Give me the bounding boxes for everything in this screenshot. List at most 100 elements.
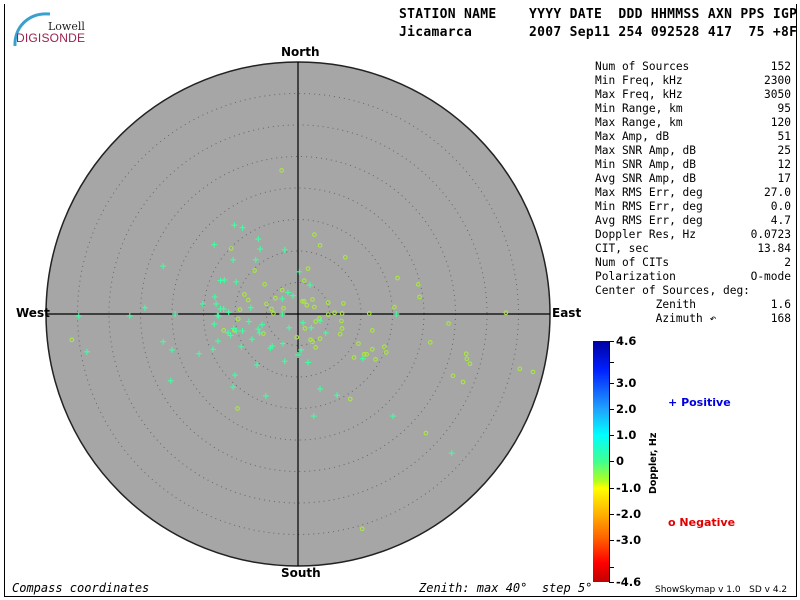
negative-source-point (304, 302, 310, 308)
positive-source-point (214, 312, 221, 319)
stat-label: Num of CITs (595, 256, 670, 269)
positive-source-point (211, 321, 218, 328)
positive-source-point (306, 282, 313, 289)
positive-source-point (295, 351, 301, 358)
colorbar-tick (609, 409, 614, 410)
negative-source-point (235, 406, 240, 411)
version-label: ShowSkymap v 1.0 SD v 4.2 (655, 585, 788, 595)
stat-label: Center of Sources, deg: (595, 284, 750, 297)
stat-row: Min SNR Amp, dB 12 (595, 158, 791, 172)
positive-source-point (286, 324, 293, 331)
stat-label: Max RMS Err, deg (595, 186, 703, 199)
stat-label: Min SNR Amp, dB (595, 158, 697, 171)
positive-source-point (289, 292, 296, 299)
positive-source-point (169, 346, 175, 353)
negative-source-point (313, 345, 318, 350)
south-label: South (281, 566, 321, 580)
stat-label: Min Freq, kHz (595, 74, 683, 87)
colorbar-tick-label: 3.0 (616, 376, 637, 390)
positive-source-point (254, 362, 261, 369)
positive-source-point (221, 276, 228, 283)
stat-label: Avg RMS Err, deg (595, 214, 703, 227)
negative-source-point (272, 295, 278, 301)
stat-label: CIT, sec (595, 242, 649, 255)
positive-source-point (393, 311, 400, 317)
stat-label: Min RMS Err, deg (595, 200, 703, 213)
negative-source-point (228, 246, 234, 251)
doppler-colorbar (593, 341, 609, 582)
stat-label: Num of Sources (595, 60, 690, 73)
negative-source-point (332, 310, 337, 316)
positive-source-point (247, 304, 254, 311)
positive-source-point (213, 300, 220, 307)
positive-source-point (238, 343, 245, 350)
negative-source-point (302, 326, 308, 331)
positive-source-point (214, 338, 221, 345)
stats-panel: Num of Sources 152 Min Freq, kHz 2300 Max Fr… (595, 60, 791, 326)
legend-positive-label: Positive (681, 396, 731, 409)
positive-source-point (239, 328, 246, 335)
positive-source-point (252, 256, 259, 263)
positive-source-point (281, 246, 288, 253)
positive-source-point (141, 304, 148, 311)
stat-value: 1.6 (770, 298, 791, 311)
positive-source-point (255, 326, 262, 333)
stat-row: Avg RMS Err, deg 4.7 (595, 214, 791, 228)
negative-source-point (300, 299, 305, 304)
negative-source-point (351, 355, 357, 360)
negative-source-point (310, 297, 315, 302)
stat-value: 4.7 (770, 214, 791, 227)
stat-label: Max Amp, dB (595, 130, 670, 143)
digisonde-logo (10, 8, 90, 48)
positive-source-point (220, 305, 227, 312)
positive-source-point (230, 384, 237, 391)
colorbar-tick (609, 488, 614, 489)
stat-value: 2 (784, 256, 791, 269)
stat-row: Max Amp, dB 51 (595, 130, 791, 144)
positive-source-point (255, 236, 262, 243)
colorbar-tick-label: -4.6 (616, 575, 642, 589)
positive-source-point (279, 311, 286, 317)
colorbar-tick-label: -2.0 (616, 507, 642, 521)
east-label: East (552, 306, 582, 320)
negative-source-point (517, 366, 523, 372)
stat-row: Zenith 1.6 (595, 298, 791, 312)
negative-source-point (460, 379, 466, 385)
stat-row: Num of Sources 152 (595, 60, 791, 74)
colorbar-tick (609, 383, 614, 384)
negative-source-point (450, 373, 456, 379)
north-label: North (281, 45, 320, 59)
stat-row: Min Freq, kHz 2300 (595, 74, 791, 88)
positive-source-point (300, 319, 307, 326)
positive-source-point (259, 321, 266, 328)
positive-source-point (262, 392, 269, 399)
negative-source-point (310, 339, 315, 345)
legend-negative-label: Negative (679, 516, 736, 529)
positive-source-point (196, 350, 203, 357)
stat-row: Max RMS Err, deg 27.0 (595, 186, 791, 200)
footer-zenith: Zenith: max 40° step 5° (419, 581, 593, 595)
negative-source-point (242, 292, 247, 297)
stat-value: 25 (777, 144, 791, 157)
logo-arc-icon (13, 12, 51, 47)
negative-source-point (312, 232, 317, 237)
stat-label: Min Range, km (595, 102, 683, 115)
colorbar-tick (609, 461, 614, 462)
positive-source-point (167, 377, 174, 384)
positive-source-point (245, 318, 252, 325)
negative-source-point (317, 336, 323, 341)
header-values: Jicamarca 2007 Sep11 254 092528 417 75 +… (399, 25, 798, 40)
positive-source-point (126, 312, 133, 319)
positive-source-point (225, 309, 232, 316)
negative-source-point (339, 326, 345, 331)
negative-source-point (369, 346, 375, 352)
negative-source-point (69, 337, 75, 343)
stat-value: 12 (777, 158, 791, 171)
negative-source-point (279, 287, 285, 293)
colorbar-tick-label: -3.0 (616, 533, 642, 547)
negative-source-point (392, 304, 397, 310)
positive-source-point (75, 312, 82, 319)
colorbar-axis (609, 341, 610, 582)
negative-source-point (464, 356, 470, 362)
header-labels: STATION NAME YYYY DATE DDD HHMMSS AXN PP… (399, 7, 798, 22)
